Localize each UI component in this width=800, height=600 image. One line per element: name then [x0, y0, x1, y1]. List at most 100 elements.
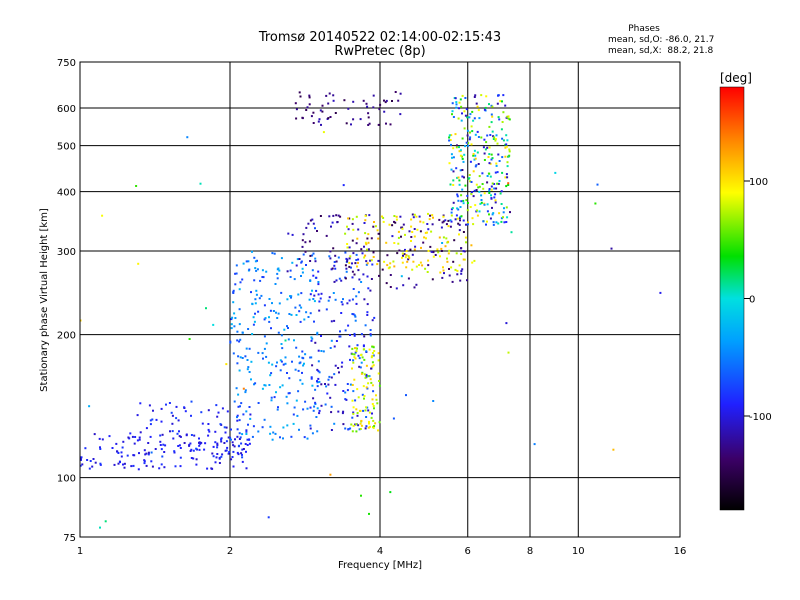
- colorbar: [719, 86, 745, 511]
- echo-point: [493, 187, 496, 190]
- echo-point: [440, 247, 443, 250]
- echo-point: [259, 279, 262, 282]
- echo-point: [465, 141, 468, 144]
- echo-point: [375, 398, 378, 401]
- echo-point: [272, 310, 275, 312]
- echo-point: [185, 433, 188, 436]
- echo-point: [364, 232, 367, 235]
- echo-point: [376, 263, 379, 266]
- echo-point: [186, 136, 189, 139]
- echo-point: [355, 302, 358, 305]
- echo-point: [373, 221, 375, 223]
- echo-point: [238, 419, 241, 422]
- echo-point: [316, 333, 319, 336]
- echo-point: [300, 292, 303, 295]
- echo-point: [455, 106, 458, 109]
- echo-point: [383, 110, 386, 113]
- echo-point: [466, 209, 469, 212]
- echo-point: [500, 220, 503, 223]
- echo-point: [216, 415, 219, 418]
- echo-point: [369, 289, 372, 292]
- echo-point: [80, 458, 82, 461]
- echo-point: [507, 182, 510, 185]
- echo-point: [247, 260, 250, 263]
- echo-point: [230, 438, 232, 441]
- echo-point: [322, 350, 325, 353]
- echo-point: [212, 323, 215, 326]
- echo-point: [427, 212, 429, 215]
- echo-point: [131, 435, 134, 438]
- echo-point: [159, 440, 162, 443]
- echo-point: [159, 434, 162, 437]
- echo-point: [236, 451, 239, 454]
- echo-point: [480, 201, 483, 204]
- echo-point: [354, 262, 357, 265]
- echo-point: [304, 400, 307, 403]
- echo-point: [490, 194, 492, 197]
- echo-point: [508, 118, 511, 121]
- echo-point: [333, 422, 336, 425]
- echo-point: [502, 94, 505, 97]
- echo-point: [311, 432, 314, 435]
- echo-point: [451, 280, 454, 283]
- echo-point: [505, 322, 508, 325]
- echo-point: [466, 134, 469, 137]
- echo-point: [458, 233, 460, 236]
- echo-point: [289, 276, 292, 278]
- echo-point: [372, 256, 375, 258]
- echo-point: [372, 390, 375, 393]
- y-tick-label: 75: [63, 533, 76, 544]
- echo-point: [147, 442, 150, 444]
- echo-point: [199, 182, 202, 185]
- echo-point: [352, 252, 355, 255]
- echo-point: [123, 466, 126, 469]
- echo-point: [355, 259, 358, 261]
- echo-point: [458, 229, 461, 232]
- echo-point: [230, 327, 233, 330]
- echo-point: [365, 243, 368, 246]
- echo-point: [239, 436, 242, 439]
- echo-point: [344, 391, 347, 394]
- echo-point: [353, 334, 356, 337]
- x-tick-label: 8: [527, 546, 533, 557]
- echo-point: [373, 316, 376, 319]
- echo-point: [313, 300, 316, 303]
- echo-point: [138, 438, 141, 441]
- echo-point: [173, 451, 176, 454]
- echo-point: [464, 145, 467, 148]
- echo-point: [315, 276, 318, 279]
- echo-point: [378, 108, 381, 111]
- echo-point: [458, 150, 461, 153]
- echo-point: [274, 432, 277, 435]
- echo-point: [330, 320, 333, 323]
- echo-point: [364, 254, 367, 257]
- echo-point: [276, 361, 278, 364]
- echo-point: [238, 288, 241, 291]
- echo-point: [284, 339, 287, 342]
- echo-point: [334, 112, 337, 114]
- echo-point: [275, 311, 277, 314]
- echo-point: [272, 431, 275, 434]
- echo-point: [330, 339, 333, 342]
- echo-point: [365, 386, 368, 389]
- echo-point: [269, 425, 272, 428]
- echo-point: [371, 263, 374, 266]
- echo-point: [344, 329, 347, 332]
- echo-point: [483, 138, 486, 141]
- echo-point: [476, 209, 478, 212]
- echo-point: [327, 299, 330, 302]
- echo-point: [479, 202, 482, 205]
- echo-point: [354, 315, 357, 318]
- echo-point: [206, 467, 209, 470]
- echo-point: [355, 253, 358, 256]
- echo-point: [447, 225, 450, 228]
- echo-point: [314, 227, 316, 230]
- echo-point: [253, 256, 256, 259]
- echo-point: [88, 405, 91, 408]
- echo-point: [144, 453, 147, 456]
- echo-point: [346, 389, 349, 392]
- echo-point: [234, 283, 237, 286]
- echo-point: [108, 435, 111, 438]
- echo-point: [457, 199, 460, 202]
- echo-point: [216, 442, 219, 445]
